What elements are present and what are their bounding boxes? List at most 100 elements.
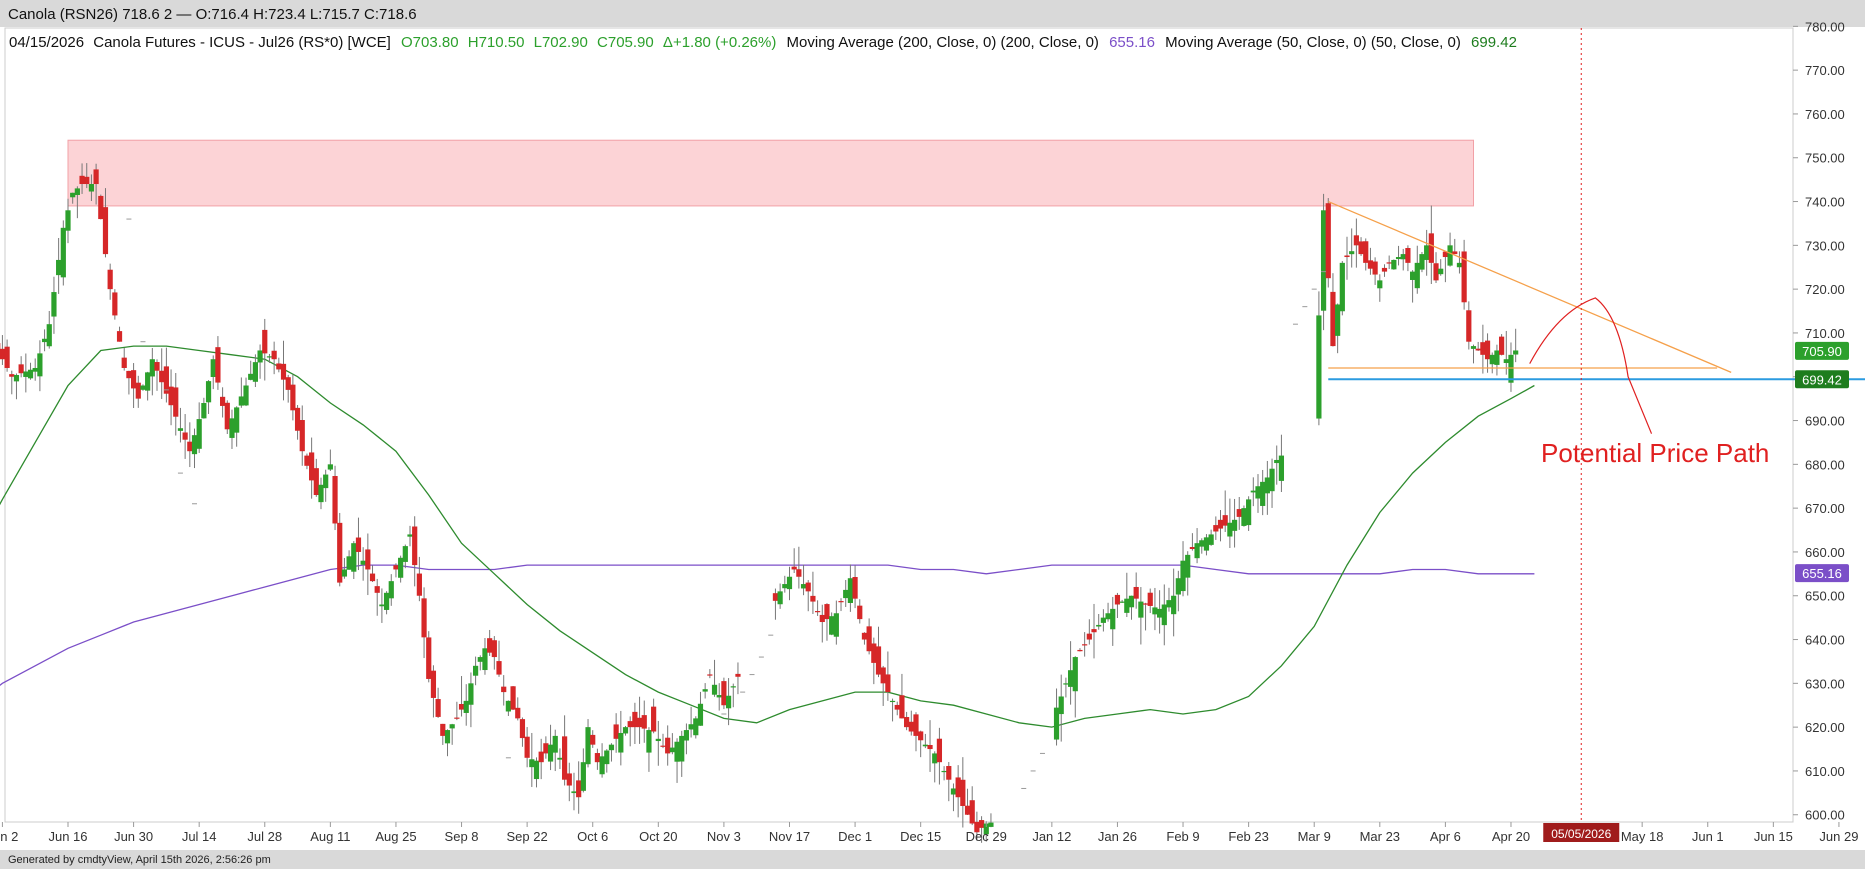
candle[interactable] xyxy=(1409,270,1416,303)
candle[interactable] xyxy=(163,347,169,403)
candle-body[interactable] xyxy=(1067,670,1074,687)
candle-body[interactable] xyxy=(815,611,821,613)
candle[interactable] xyxy=(566,762,572,802)
candle[interactable] xyxy=(252,354,258,388)
candle-body[interactable] xyxy=(955,777,961,798)
candle[interactable] xyxy=(280,340,287,401)
candle[interactable] xyxy=(1213,516,1219,540)
candle-body[interactable] xyxy=(1128,595,1135,608)
candle-body[interactable] xyxy=(571,791,577,794)
candle-body[interactable] xyxy=(243,385,249,406)
candle[interactable] xyxy=(1161,584,1167,646)
candle[interactable] xyxy=(1391,259,1397,270)
candle[interactable] xyxy=(838,598,844,612)
candle[interactable] xyxy=(1203,534,1210,556)
candle[interactable] xyxy=(1480,324,1486,374)
candle[interactable] xyxy=(32,358,38,381)
candle-body[interactable] xyxy=(772,593,779,601)
candle-body[interactable] xyxy=(800,584,807,589)
candle[interactable] xyxy=(960,757,966,828)
candle[interactable] xyxy=(1381,264,1388,277)
candle[interactable] xyxy=(1171,568,1177,637)
candle-body[interactable] xyxy=(1381,267,1388,272)
candle[interactable] xyxy=(819,604,825,643)
candle-body[interactable] xyxy=(407,534,413,537)
candle[interactable] xyxy=(1091,603,1097,659)
candle-body[interactable] xyxy=(908,721,914,732)
candle-body[interactable] xyxy=(927,744,933,750)
candle-body[interactable] xyxy=(79,175,85,185)
candle-body[interactable] xyxy=(1419,254,1425,270)
candle[interactable] xyxy=(1489,352,1495,374)
candle-body[interactable] xyxy=(355,537,362,552)
candle[interactable] xyxy=(1335,303,1341,354)
candle[interactable] xyxy=(18,356,24,378)
candle-body[interactable] xyxy=(683,730,690,741)
candle[interactable] xyxy=(1208,529,1214,546)
candle-body[interactable] xyxy=(294,407,301,431)
candle[interactable] xyxy=(407,525,413,547)
candle-body[interactable] xyxy=(1166,600,1172,608)
candle-body[interactable] xyxy=(1377,280,1383,289)
candle-body[interactable] xyxy=(1175,578,1181,595)
candle-body[interactable] xyxy=(599,756,605,775)
candle-body[interactable] xyxy=(388,581,394,599)
candle[interactable] xyxy=(1241,505,1247,527)
candle-body[interactable] xyxy=(421,598,427,638)
candle[interactable] xyxy=(13,373,20,400)
candle[interactable] xyxy=(1067,641,1074,705)
candles-layer[interactable] xyxy=(0,163,1519,843)
candle[interactable] xyxy=(234,406,240,447)
candle[interactable] xyxy=(955,765,961,818)
candle[interactable] xyxy=(187,422,193,468)
candle[interactable] xyxy=(918,730,924,758)
candle-body[interactable] xyxy=(60,227,66,278)
candle[interactable] xyxy=(168,369,174,426)
candle[interactable] xyxy=(688,706,694,738)
candle[interactable] xyxy=(721,677,727,710)
candle[interactable] xyxy=(102,188,109,258)
candle-body[interactable] xyxy=(472,665,479,676)
candle[interactable] xyxy=(772,588,779,620)
candle-body[interactable] xyxy=(510,686,516,710)
candle-body[interactable] xyxy=(440,723,446,736)
candle-body[interactable] xyxy=(1100,617,1106,623)
candle-body[interactable] xyxy=(857,605,863,620)
candle-body[interactable] xyxy=(238,396,244,406)
candle-body[interactable] xyxy=(1133,586,1139,599)
candle[interactable] xyxy=(1128,595,1135,620)
candle-body[interactable] xyxy=(1157,608,1163,618)
candle-body[interactable] xyxy=(285,377,291,390)
candle[interactable] xyxy=(533,757,540,788)
candle[interactable] xyxy=(1114,592,1121,619)
candle[interactable] xyxy=(294,405,301,440)
candle-body[interactable] xyxy=(98,195,104,220)
candle[interactable] xyxy=(950,783,957,812)
candle-body[interactable] xyxy=(716,695,722,698)
candle[interactable] xyxy=(116,326,123,342)
candle[interactable] xyxy=(632,702,638,745)
candle-body[interactable] xyxy=(594,753,601,763)
candle-body[interactable] xyxy=(426,637,432,679)
candle-body[interactable] xyxy=(1363,241,1369,263)
candle[interactable] xyxy=(266,353,273,363)
candle[interactable] xyxy=(215,336,221,390)
candle-body[interactable] xyxy=(1082,644,1088,646)
candle[interactable] xyxy=(126,370,132,395)
candle-body[interactable] xyxy=(810,595,816,602)
candle[interactable] xyxy=(346,550,352,570)
candle-body[interactable] xyxy=(501,686,507,693)
candle-body[interactable] xyxy=(941,770,947,773)
candle[interactable] xyxy=(1475,341,1481,351)
candle-body[interactable] xyxy=(271,350,277,360)
candle-body[interactable] xyxy=(215,347,221,383)
candle[interactable] xyxy=(412,516,418,587)
candle-body[interactable] xyxy=(1405,248,1411,263)
candle-body[interactable] xyxy=(463,700,469,713)
candle-body[interactable] xyxy=(360,560,366,565)
candle-body[interactable] xyxy=(711,684,718,695)
candle[interactable] xyxy=(37,340,43,392)
candle[interactable] xyxy=(299,405,305,466)
candle[interactable] xyxy=(323,469,329,502)
candle-body[interactable] xyxy=(93,169,99,185)
